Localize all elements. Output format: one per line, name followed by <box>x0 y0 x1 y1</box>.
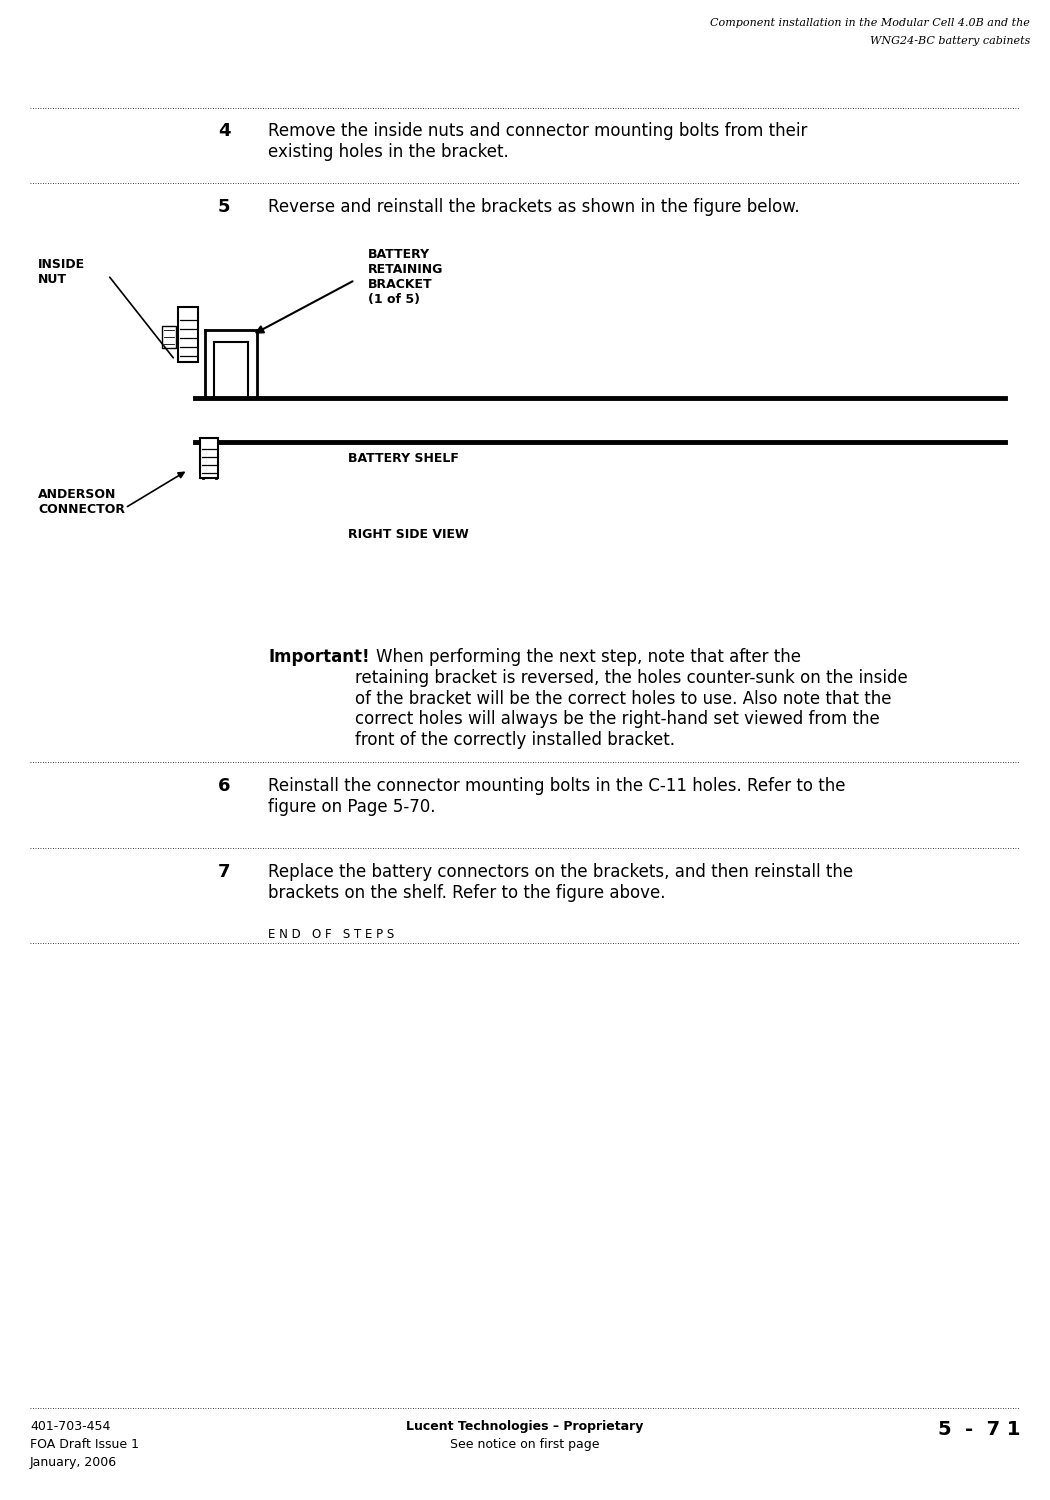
Text: See notice on first page: See notice on first page <box>450 1438 600 1450</box>
Text: Important!: Important! <box>268 648 370 666</box>
Text: BATTERY SHELF: BATTERY SHELF <box>348 452 459 465</box>
Bar <box>162 326 176 348</box>
Text: Replace the battery connectors on the brackets, and then reinstall the
brackets : Replace the battery connectors on the br… <box>268 862 853 901</box>
Text: RIGHT SIDE VIEW: RIGHT SIDE VIEW <box>348 528 468 542</box>
Text: INSIDE
NUT: INSIDE NUT <box>38 258 85 286</box>
Text: When performing the next step, note that after the
retaining bracket is reversed: When performing the next step, note that… <box>355 648 908 748</box>
Text: Remove the inside nuts and connector mounting bolts from their
existing holes in: Remove the inside nuts and connector mou… <box>268 122 807 160</box>
Text: 6: 6 <box>218 777 231 795</box>
Text: WNG24-BC battery cabinets: WNG24-BC battery cabinets <box>869 36 1030 46</box>
Text: BATTERY
RETAINING
BRACKET
(1 of 5): BATTERY RETAINING BRACKET (1 of 5) <box>368 248 443 306</box>
Text: 5  -  7 1: 5 - 7 1 <box>938 1420 1020 1438</box>
Text: 7: 7 <box>218 862 231 880</box>
Text: 401-703-454: 401-703-454 <box>30 1420 110 1432</box>
Text: January, 2006: January, 2006 <box>30 1456 118 1468</box>
Text: ANDERSON
CONNECTOR: ANDERSON CONNECTOR <box>38 488 125 516</box>
Text: Lucent Technologies – Proprietary: Lucent Technologies – Proprietary <box>406 1420 644 1432</box>
Text: Reinstall the connector mounting bolts in the C-11 holes. Refer to the
figure on: Reinstall the connector mounting bolts i… <box>268 777 845 816</box>
Text: 4: 4 <box>218 122 231 140</box>
Text: Reverse and reinstall the brackets as shown in the figure below.: Reverse and reinstall the brackets as sh… <box>268 198 800 216</box>
Text: E N D   O F   S T E P S: E N D O F S T E P S <box>268 928 394 940</box>
Bar <box>178 308 198 362</box>
Text: 5: 5 <box>218 198 231 216</box>
Text: Component installation in the Modular Cell 4.0B and the: Component installation in the Modular Ce… <box>710 18 1030 28</box>
Text: FOA Draft Issue 1: FOA Draft Issue 1 <box>30 1438 139 1450</box>
Bar <box>200 438 218 479</box>
